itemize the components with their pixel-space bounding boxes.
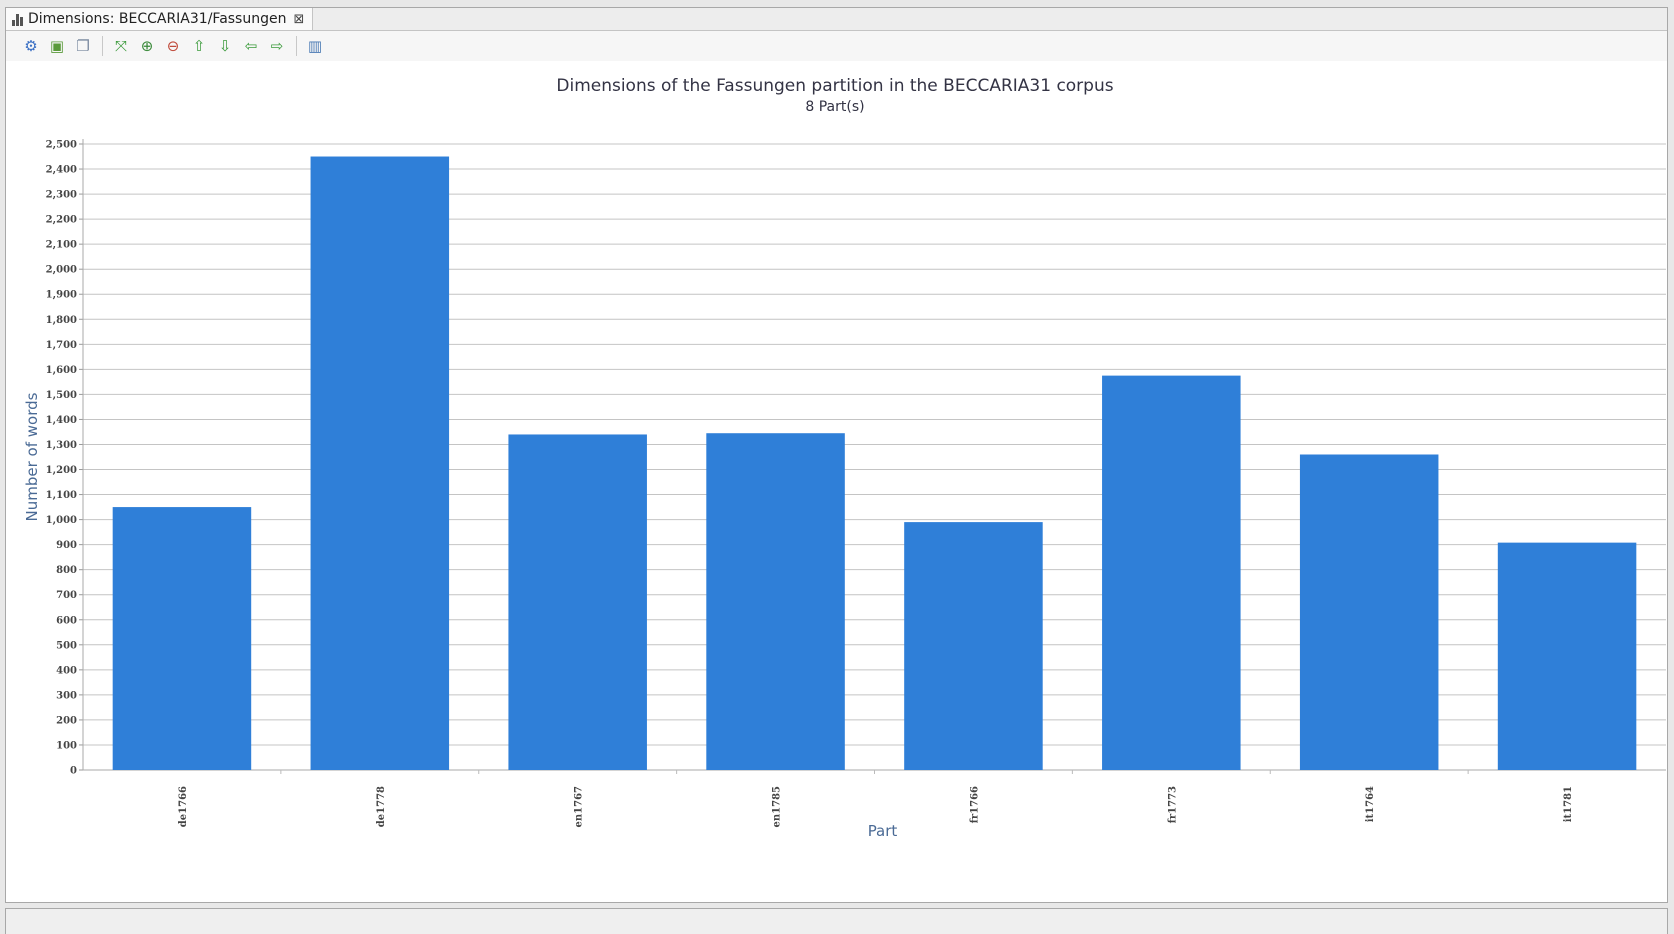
bar <box>1299 454 1439 770</box>
x-tick-label: fr1773 <box>1167 786 1178 823</box>
y-tick-label: 1,000 <box>46 515 77 526</box>
bar <box>904 522 1043 770</box>
y-tick-label: 600 <box>56 615 77 626</box>
bar <box>508 434 647 770</box>
y-tick-label: 1,900 <box>46 290 77 301</box>
y-tick-label: 100 <box>56 740 77 751</box>
y-tick-label: 1,300 <box>46 440 77 451</box>
y-tick-label: 2,400 <box>46 165 77 176</box>
x-tick-label: it1764 <box>1365 786 1376 822</box>
x-axis-label: Part <box>868 822 898 840</box>
chart-subtitle: 8 Part(s) <box>805 99 864 115</box>
y-tick-label: 2,000 <box>46 265 77 276</box>
y-tick-label: 2,300 <box>46 190 77 201</box>
y-tick-label: 1,400 <box>46 415 77 426</box>
y-tick-label: 700 <box>56 590 77 601</box>
chart-editor: Dimensions: BECCARIA31/Fassungen ⊠ ⚙ ▣ ❐ ⤧ ⊕… <box>5 7 1668 903</box>
bar-chart: Dimensions of the Fassungen partition in… <box>23 76 1666 840</box>
y-tick-label: 1,500 <box>46 390 77 401</box>
bar <box>1497 542 1637 770</box>
tab-bar: Dimensions: BECCARIA31/Fassungen ⊠ <box>6 8 1667 31</box>
y-tick-label: 2,100 <box>46 240 77 251</box>
y-tick-label: 2,500 <box>46 140 77 151</box>
toolbar-separator <box>296 36 297 56</box>
bar <box>112 507 252 770</box>
pan-up-icon[interactable]: ⇧ <box>192 36 206 55</box>
reset-view-icon[interactable]: ⤧ <box>114 36 127 55</box>
x-tick-label: it1781 <box>1563 786 1574 822</box>
y-axis-label: Number of words <box>23 392 41 521</box>
y-tick-label: 900 <box>56 540 77 551</box>
x-tick-label: de1766 <box>178 786 189 827</box>
close-icon[interactable]: ⊠ <box>293 11 305 27</box>
bar <box>1102 375 1241 770</box>
x-tick-label: de1778 <box>376 786 387 827</box>
pan-right-icon[interactable]: ⇨ <box>270 36 284 55</box>
toolbar-separator <box>102 36 103 56</box>
bar-chart-icon <box>12 12 23 26</box>
tab-title: Dimensions: BECCARIA31/Fassungen <box>28 11 287 27</box>
zoom-out-icon[interactable]: ⊖ <box>166 36 180 55</box>
y-tick-label: 1,200 <box>46 465 77 476</box>
y-tick-label: 1,800 <box>46 315 77 326</box>
copy-chart-icon[interactable]: ❐ <box>76 36 90 55</box>
export-chart-icon[interactable]: ▣ <box>49 36 65 55</box>
y-tick-label: 800 <box>56 565 77 576</box>
x-tick-label: fr1766 <box>969 786 980 823</box>
y-tick-label: 200 <box>56 715 77 726</box>
y-tick-label: 1,100 <box>46 490 77 501</box>
chart-toolbar: ⚙ ▣ ❐ ⤧ ⊕ ⊖ ⇧ ⇩ ⇦ ⇨ ▥ <box>6 31 1667 61</box>
x-tick-label: en1785 <box>772 786 783 828</box>
pan-down-icon[interactable]: ⇩ <box>218 36 232 55</box>
tab-dimensions[interactable]: Dimensions: BECCARIA31/Fassungen ⊠ <box>6 8 314 30</box>
bar <box>706 433 845 770</box>
rendering-options-icon[interactable]: ⚙ <box>24 36 38 55</box>
bar <box>310 156 450 770</box>
chart-type-icon[interactable]: ▥ <box>307 36 323 55</box>
bottom-panel <box>5 908 1668 934</box>
y-tick-label: 0 <box>70 766 77 777</box>
y-tick-label: 1,700 <box>46 340 77 351</box>
y-tick-label: 300 <box>56 690 77 701</box>
pan-left-icon[interactable]: ⇦ <box>244 36 258 55</box>
x-tick-label: en1767 <box>574 786 585 828</box>
y-tick-label: 1,600 <box>46 365 77 376</box>
zoom-in-icon[interactable]: ⊕ <box>140 36 154 55</box>
y-tick-label: 400 <box>56 665 77 676</box>
chart-title: Dimensions of the Fassungen partition in… <box>556 76 1113 96</box>
y-tick-label: 2,200 <box>46 215 77 226</box>
y-tick-label: 500 <box>56 640 77 651</box>
